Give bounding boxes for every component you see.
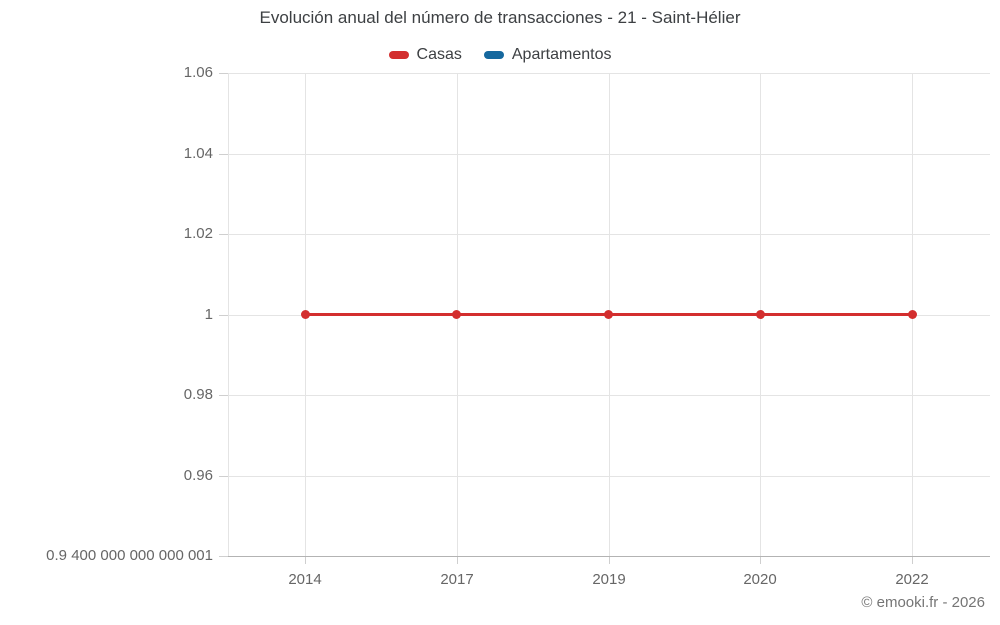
y-axis-tick <box>219 315 228 316</box>
y-axis-edge-gridline <box>228 73 229 556</box>
y-axis-tick <box>219 476 228 477</box>
y-axis-tick <box>219 395 228 396</box>
x-axis-tick <box>457 556 458 564</box>
y-axis-tick <box>219 234 228 235</box>
x-axis-label: 2019 <box>592 571 626 588</box>
apartamentos-legend-swatch-icon <box>483 51 504 59</box>
casas-data-point[interactable] <box>452 310 462 319</box>
footer-credit: © emooki.fr - 2026 <box>861 594 985 611</box>
y-axis-tick <box>219 154 228 155</box>
casas-data-point[interactable] <box>300 310 310 319</box>
x-axis-label: 2017 <box>440 571 474 588</box>
casas-legend-swatch-icon <box>388 51 409 59</box>
y-axis-label: 1.02 <box>183 225 213 242</box>
x-axis-tick <box>609 556 610 564</box>
x-axis-tick <box>912 556 913 564</box>
x-axis-tick <box>305 556 306 564</box>
y-axis-label: 1 <box>204 306 213 323</box>
casas-data-point[interactable] <box>907 310 917 319</box>
casas-data-point[interactable] <box>604 310 613 319</box>
y-axis-label: 0.96 <box>183 467 213 484</box>
x-axis-label: 2020 <box>743 571 777 588</box>
legend-label-casas: Casas <box>416 46 462 63</box>
legend-label-apartamentos: Apartamentos <box>511 46 612 63</box>
casas-data-point[interactable] <box>755 310 765 319</box>
legend-item-apartamentos[interactable]: Apartamentos <box>483 46 612 64</box>
x-axis-label: 2014 <box>288 571 322 588</box>
x-axis-label: 2022 <box>895 571 929 588</box>
x-axis-tick <box>760 556 761 564</box>
chart-title: Evolución anual del número de transaccio… <box>259 8 741 27</box>
y-axis-label: 0.9 400 000 000 000 001 <box>46 547 213 564</box>
legend-item-casas[interactable]: Casas <box>388 46 462 64</box>
y-axis-tick <box>219 556 228 557</box>
y-axis-label: 1.04 <box>183 145 213 162</box>
chart-legend: Casas Apartamentos <box>0 46 1000 64</box>
y-axis-tick <box>219 73 228 74</box>
y-axis-label: 1.06 <box>183 64 213 81</box>
y-axis-label: 0.98 <box>183 386 213 403</box>
x-axis-line <box>228 556 990 557</box>
